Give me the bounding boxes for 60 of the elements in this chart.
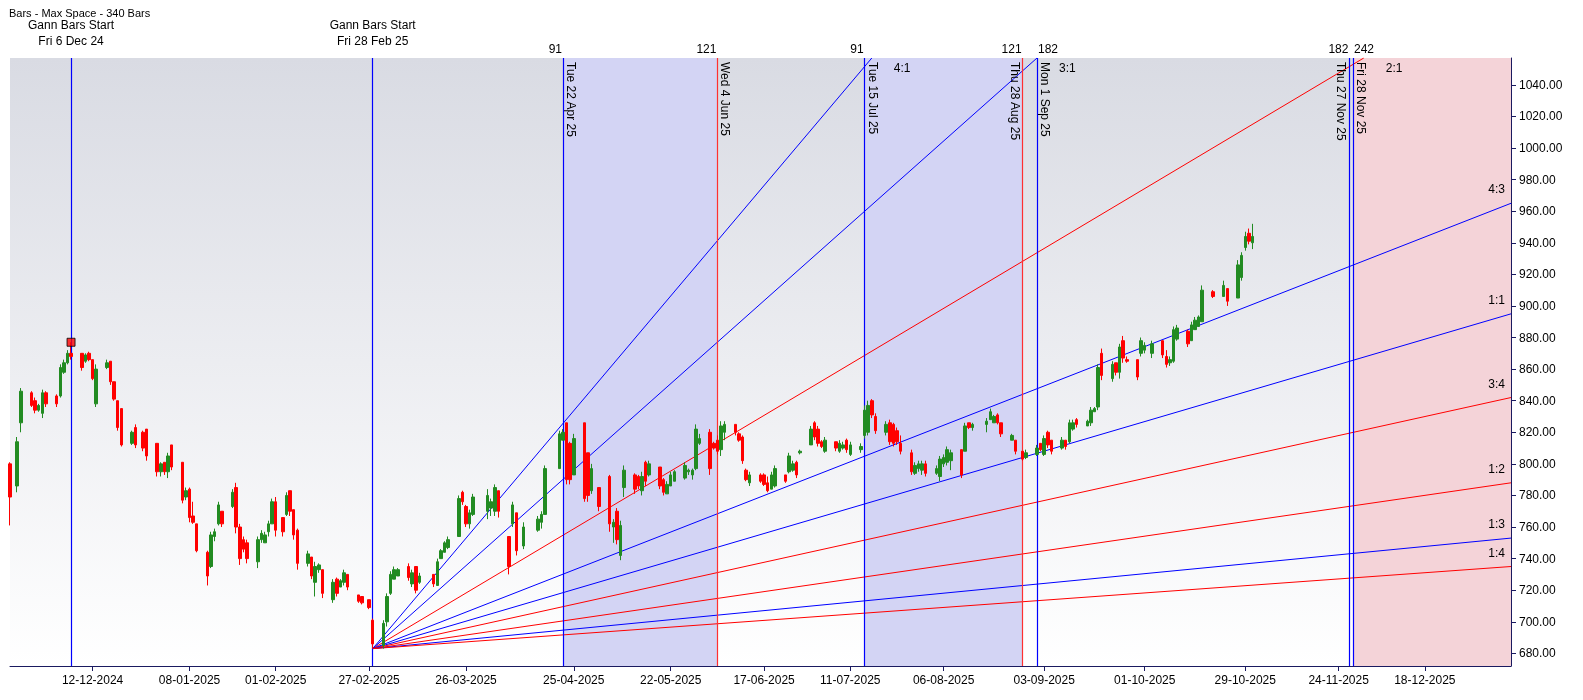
y-tick-label: 680.00 (1519, 646, 1557, 661)
text: 121 (1001, 42, 1022, 56)
y-tick-label: 980.00 (1519, 172, 1557, 187)
y-tick-label: 700.00 (1519, 614, 1557, 629)
text: 91 (548, 42, 563, 56)
x-tick-label: 06-08-2025 (912, 673, 975, 687)
ref-line-label: Wed 4 Jun 25 (718, 62, 733, 137)
y-tick-label: 840.00 (1519, 393, 1557, 408)
ref-line-label: Tue 22 Apr 25 (564, 62, 578, 138)
text: 182 (1328, 42, 1349, 56)
series-label: 1:4 (1488, 545, 1506, 560)
series-label: 3:1 (1059, 61, 1077, 75)
series-label: 1:2 (1488, 461, 1506, 476)
x-tick-label: 01-02-2025 (245, 673, 307, 687)
y-tick-label: 940.00 (1519, 235, 1557, 250)
series-label: 3:4 (1488, 376, 1506, 391)
x-tick-label: 26-03-2025 (435, 673, 498, 687)
y-tick-label: 800.00 (1519, 456, 1557, 471)
ref-line-label: Thu 27 Nov 25 (1334, 62, 1349, 142)
text: 121 (696, 42, 717, 56)
x-tick-label: 27-02-2025 (338, 673, 401, 687)
x-tick-label: 22-05-2025 (640, 673, 702, 687)
y-tick-label: 960.00 (1519, 204, 1557, 219)
y-tick-label: 820.00 (1519, 425, 1557, 440)
x-tick-label: 08-01-2025 (158, 673, 221, 687)
x-tick-label: 03-09-2025 (1013, 673, 1076, 687)
series-label: 4:3 (1488, 182, 1506, 197)
x-tick-label: 11-07-2025 (820, 673, 881, 687)
ref-line-label: Tue 15 Jul 25 (865, 62, 880, 135)
x-tick-label: 29-10-2025 (1214, 673, 1277, 687)
series-label: 4:1 (893, 61, 911, 75)
x-tick-label: 01-10-2025 (1114, 673, 1176, 687)
text: 182 (1038, 42, 1059, 56)
x-tick-label: 17-06-2025 (733, 673, 796, 687)
ref-line-label: Mon 1 Sep 25 (1038, 62, 1052, 138)
ref-line-label: Gann Bars Start Fri 6 Dec 24 (28, 18, 115, 48)
y-tick-label: 1000.00 (1519, 141, 1563, 156)
ref-line-label: Thu 28 Aug 25 (1007, 62, 1022, 141)
series-label: 1:1 (1488, 292, 1506, 307)
y-tick-label: 900.00 (1519, 298, 1557, 313)
chart-title: Bars - Max Space - 340 Bars (9, 6, 151, 19)
y-tick-label: 880.00 (1519, 330, 1557, 345)
y-tick-label: 780.00 (1519, 488, 1557, 503)
series-label: 1:3 (1488, 517, 1506, 532)
series-label: 2:1 (1385, 61, 1403, 75)
text: 91 (850, 42, 864, 56)
y-tick-label: 740.00 (1519, 551, 1557, 566)
y-tick-label: 1040.00 (1519, 77, 1563, 92)
ref-line-label: Gann Bars Start Fri 28 Feb 25 (329, 18, 417, 48)
x-tick-label: 18-12-2025 (1394, 673, 1456, 687)
y-tick-label: 720.00 (1519, 583, 1557, 598)
ref-line-label: Fri 28 Nov 25 (1354, 62, 1368, 135)
x-tick-label: 12-12-2024 (61, 673, 124, 687)
text: 242 (1354, 42, 1375, 56)
x-tick-label: 25-04-2025 (543, 673, 605, 687)
y-tick-label: 1020.00 (1519, 109, 1563, 124)
y-tick-label: 860.00 (1519, 362, 1557, 377)
y-tick-label: 760.00 (1519, 520, 1557, 535)
x-tick-label: 24-11-2025 (1308, 673, 1370, 687)
y-tick-label: 920.00 (1519, 267, 1557, 282)
